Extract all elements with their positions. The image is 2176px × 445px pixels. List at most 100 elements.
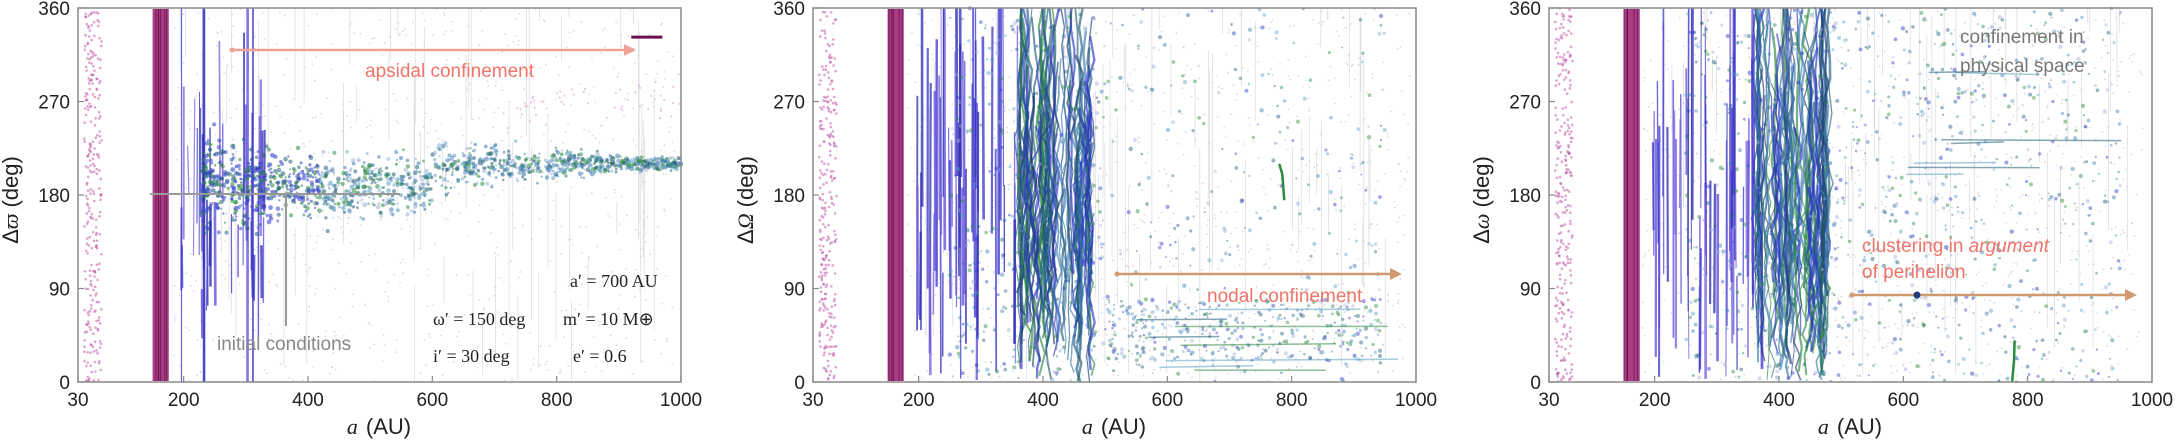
data-point — [328, 180, 333, 186]
data-point — [1011, 370, 1014, 373]
data-track — [1040, 7, 1050, 339]
data-point — [997, 119, 1002, 124]
data-point — [1121, 304, 1125, 308]
data-point — [542, 171, 545, 174]
data-point — [1175, 355, 1179, 359]
data-point — [1211, 350, 1215, 355]
data-point — [1125, 280, 1128, 283]
data-point — [819, 345, 822, 348]
data-point — [1108, 301, 1111, 304]
data-point — [655, 235, 658, 238]
data-point — [1378, 361, 1383, 365]
data-point — [85, 212, 89, 215]
data-point — [83, 345, 86, 349]
data-point — [1554, 296, 1558, 300]
data-point — [86, 287, 90, 291]
data-point — [1091, 163, 1096, 168]
data-point — [271, 273, 274, 276]
data-point — [90, 62, 94, 65]
data-point — [443, 14, 446, 17]
data-point — [360, 261, 363, 264]
data-point — [1569, 371, 1572, 375]
data-point — [1284, 138, 1287, 141]
data-point — [1260, 25, 1265, 30]
data-point — [1091, 261, 1094, 264]
data-point — [91, 162, 95, 166]
data-point — [485, 97, 488, 100]
data-point — [88, 310, 92, 313]
data-point — [1302, 96, 1307, 101]
data-point — [1399, 170, 1402, 173]
data-point — [83, 140, 87, 143]
data-point — [1146, 175, 1151, 180]
data-point — [558, 96, 561, 99]
data-point — [832, 22, 835, 25]
data-point — [377, 188, 382, 193]
data-point — [1111, 349, 1116, 354]
data-point — [1088, 188, 1093, 193]
data-point — [172, 354, 175, 357]
data-point — [469, 293, 472, 296]
data-point — [832, 141, 836, 144]
data-point — [995, 369, 999, 374]
data-point — [1045, 379, 1048, 382]
data-point — [1242, 327, 1245, 330]
data-point — [1257, 156, 1260, 159]
data-point — [243, 179, 247, 183]
data-point — [1193, 351, 1196, 354]
data-point — [1206, 219, 1209, 222]
data-point — [1034, 91, 1039, 96]
data-point — [564, 131, 567, 133]
data-point — [595, 152, 601, 157]
data-point — [451, 170, 454, 173]
data-point — [362, 175, 367, 180]
data-point — [985, 367, 990, 372]
data-point — [1309, 298, 1313, 302]
data-point — [1341, 46, 1344, 49]
data-point — [1163, 168, 1166, 171]
data-point — [1054, 268, 1058, 271]
data-point — [92, 170, 96, 174]
data-point — [1285, 320, 1290, 325]
data-point — [270, 131, 272, 134]
data-point — [1130, 89, 1134, 93]
data-point — [663, 160, 667, 163]
data-point — [826, 43, 830, 46]
data-point — [326, 169, 331, 174]
data-point — [1300, 365, 1303, 368]
data-point — [1089, 23, 1092, 26]
data-point — [422, 201, 426, 205]
data-point — [1393, 200, 1396, 203]
data-point — [1560, 125, 1563, 128]
data-point — [83, 107, 87, 110]
data-point — [1569, 20, 1572, 24]
data-point — [638, 232, 641, 235]
data-point — [1069, 117, 1073, 121]
data-point — [1299, 350, 1302, 353]
y-tick-label: 90 — [784, 280, 805, 301]
data-point — [632, 138, 635, 141]
data-point — [931, 58, 934, 61]
data-point — [1214, 225, 1217, 228]
data-point — [1561, 69, 1565, 72]
data-point — [1258, 8, 1262, 12]
data-point — [988, 230, 991, 232]
data-point — [985, 249, 990, 254]
data-point — [603, 351, 606, 354]
data-point — [232, 146, 236, 150]
data-point — [1399, 185, 1402, 188]
data-point — [1234, 152, 1238, 155]
data-point — [818, 300, 821, 304]
data-point — [308, 173, 313, 178]
data-point — [365, 126, 368, 129]
data-point — [1308, 78, 1313, 83]
data-point — [1061, 138, 1066, 143]
data-point — [201, 169, 205, 173]
data-point — [543, 133, 545, 136]
data-point — [292, 234, 295, 236]
data-point — [1162, 110, 1165, 113]
data-point — [330, 42, 333, 45]
data-point — [202, 186, 206, 189]
data-point — [1023, 83, 1027, 87]
data-point — [522, 186, 525, 189]
